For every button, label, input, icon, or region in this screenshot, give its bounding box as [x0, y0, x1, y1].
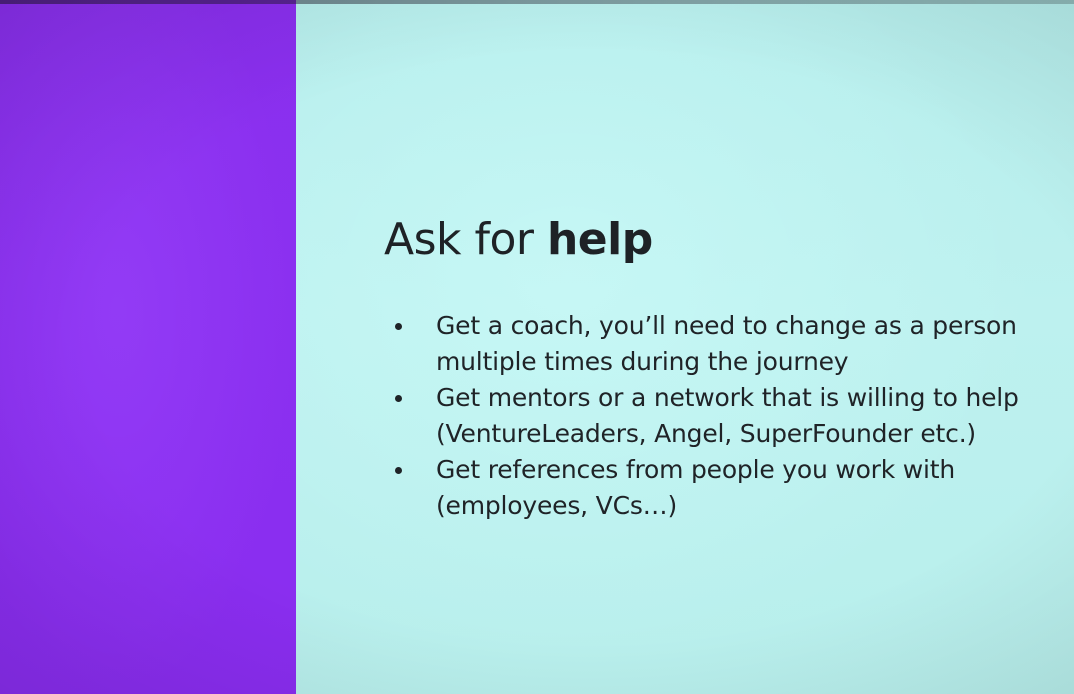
bullet-line: Get references from people you work with: [436, 455, 956, 484]
bullet-item-references: Get references from people you work with…: [393, 452, 1053, 524]
bullet-line: Get mentors or a network that is willing…: [436, 383, 1019, 412]
bullet-line: multiple times during the journey: [436, 347, 849, 376]
screen-top-edge: [0, 0, 1074, 4]
slide-title: Ask for help: [384, 214, 653, 267]
bullet-item-mentors: Get mentors or a network that is willing…: [393, 380, 1053, 452]
bullet-item-coach: Get a coach, you’ll need to change as a …: [393, 308, 1053, 380]
purple-side-panel: [0, 0, 296, 694]
bullet-line: Get a coach, you’ll need to change as a …: [436, 311, 1017, 340]
bullet-line: (employees, VCs…): [436, 491, 678, 520]
bullet-dot-icon: [395, 467, 402, 474]
title-bold-text: help: [546, 214, 653, 265]
bullet-dot-icon: [395, 323, 402, 330]
title-regular-text: Ask for: [384, 214, 547, 265]
slide-canvas: [296, 0, 1074, 694]
bullet-dot-icon: [395, 395, 402, 402]
bullet-line: (VentureLeaders, Angel, SuperFounder etc…: [436, 419, 976, 448]
bullet-list: Get a coach, you’ll need to change as a …: [393, 308, 1053, 524]
